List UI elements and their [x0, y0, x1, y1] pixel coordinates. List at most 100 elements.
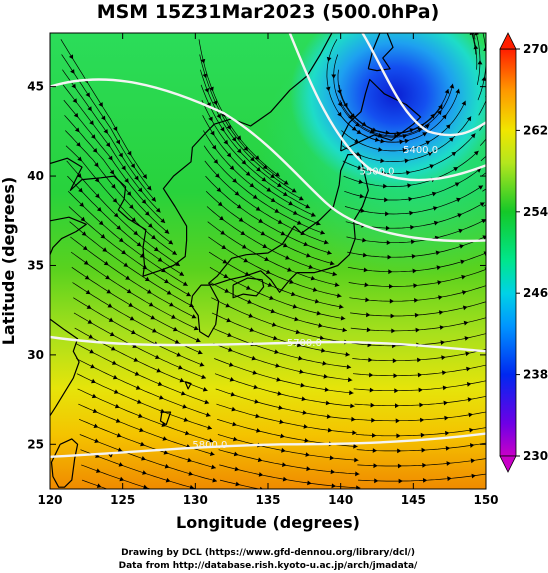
streamline-arrowhead: [455, 88, 460, 94]
streamline-arrowhead: [115, 418, 121, 423]
streamline-arrowhead: [441, 355, 446, 360]
streamline-arrowhead: [462, 305, 468, 311]
streamline-arrowhead: [220, 126, 225, 132]
streamline: [216, 403, 357, 434]
streamline-arrowhead: [424, 124, 430, 129]
streamline-arrowhead: [241, 159, 247, 165]
streamline: [203, 130, 321, 226]
streamline-arrowhead: [76, 142, 81, 147]
streamline-arrowhead: [179, 377, 185, 383]
streamline-arrowhead: [224, 288, 230, 293]
streamline: [214, 373, 355, 407]
streamline: [70, 236, 197, 319]
streamline-arrowhead: [282, 462, 287, 467]
y-tick-label: 25: [27, 437, 44, 451]
streamline-arrowhead: [126, 191, 132, 196]
streamline-arrowhead: [369, 372, 374, 378]
streamline-arrowhead: [337, 89, 342, 95]
streamline-arrowhead: [240, 230, 246, 235]
streamline-arrowhead: [354, 138, 360, 143]
streamline-arrowhead: [229, 165, 235, 170]
streamline-arrowhead: [93, 423, 99, 428]
colorbar-label: 262: [523, 123, 548, 137]
streamline-arrowhead: [351, 126, 357, 131]
streamline: [481, 172, 486, 177]
streamline-arrowhead: [262, 243, 268, 248]
streamline-arrowhead: [134, 371, 140, 376]
streamline-arrowhead: [274, 208, 280, 213]
streamline-arrowhead: [88, 334, 94, 339]
streamline-arrowhead: [488, 111, 492, 116]
streamline-arrowhead: [438, 310, 444, 315]
streamline-arrowhead: [166, 290, 172, 295]
streamline-arrowhead: [221, 244, 227, 249]
streamline-arrowhead: [456, 197, 461, 203]
streamline-arrowhead: [303, 424, 308, 429]
streamline-arrowhead: [431, 191, 437, 197]
streamline-arrowhead: [407, 183, 412, 188]
coastline-segment: [190, 284, 220, 338]
streamline: [77, 388, 214, 443]
height-contour-line: [50, 335, 486, 353]
streamline-arrowhead: [413, 283, 418, 289]
streamline-arrowhead: [374, 478, 379, 484]
streamline-arrowhead: [202, 73, 208, 79]
streamline-arrowhead: [79, 202, 84, 207]
streamline-arrowhead: [213, 159, 218, 164]
streamline-arrowhead: [372, 448, 377, 453]
height-contour-line: [361, 33, 486, 137]
streamline-arrowhead: [117, 447, 123, 452]
streamline-arrowhead: [467, 397, 473, 402]
streamline-arrowhead: [135, 385, 141, 390]
streamline-arrowhead: [204, 88, 209, 93]
streamline-arrowhead: [280, 433, 285, 439]
streamline-arrowhead: [72, 98, 77, 104]
streamline-arrowhead: [331, 74, 337, 79]
streamline: [215, 388, 356, 420]
streamline-arrowhead: [201, 374, 206, 379]
streamline-arrowhead: [95, 193, 100, 199]
streamline-arrowhead: [284, 491, 289, 496]
streamline-arrowhead: [290, 291, 296, 297]
streamline-arrowhead: [479, 202, 485, 207]
streamline-arrowhead: [460, 259, 465, 265]
streamline-arrowhead: [388, 269, 393, 275]
y-tick-label: 45: [27, 80, 44, 94]
streamline-arrowhead: [402, 134, 408, 139]
streamline-arrowhead: [74, 127, 80, 133]
streamline-arrowhead: [283, 180, 289, 185]
streamline-arrowhead: [327, 427, 333, 433]
streamline-arrowhead: [179, 271, 184, 276]
streamline: [350, 301, 486, 317]
streamline-arrowhead: [437, 110, 442, 115]
streamline-arrowhead: [187, 457, 192, 463]
streamline-arrowhead: [404, 158, 410, 164]
streamline: [211, 312, 350, 356]
streamline-arrowhead: [108, 317, 114, 322]
coastline-segment: [50, 438, 79, 488]
streamline-arrowhead: [425, 140, 431, 145]
streamline-arrowhead: [314, 298, 320, 304]
streamline-arrowhead: [473, 44, 479, 50]
streamline-arrowhead: [446, 461, 451, 466]
streamline-arrowhead: [255, 206, 261, 211]
streamline-arrowhead: [264, 256, 269, 261]
y-tick-label: 40: [27, 169, 44, 183]
streamline-arrowhead: [180, 391, 186, 396]
streamline-arrowhead: [228, 362, 234, 367]
streamline-arrowhead: [124, 178, 129, 183]
streamline: [219, 479, 261, 489]
coastline-segment: [159, 411, 172, 426]
streamline-arrowhead: [385, 130, 390, 135]
streamline-arrowhead: [219, 215, 224, 221]
x-tick-label: 120: [37, 493, 62, 507]
streamline-arrowhead: [449, 83, 455, 89]
streamline-arrowhead: [275, 172, 280, 177]
streamline-arrowhead: [81, 231, 87, 236]
streamline-arrowhead: [277, 391, 282, 396]
streamline-arrowhead: [238, 217, 244, 222]
streamline-arrowhead: [199, 362, 205, 367]
streamline-arrowhead: [148, 223, 153, 228]
streamline-arrowhead: [439, 325, 445, 330]
streamline: [346, 218, 486, 244]
